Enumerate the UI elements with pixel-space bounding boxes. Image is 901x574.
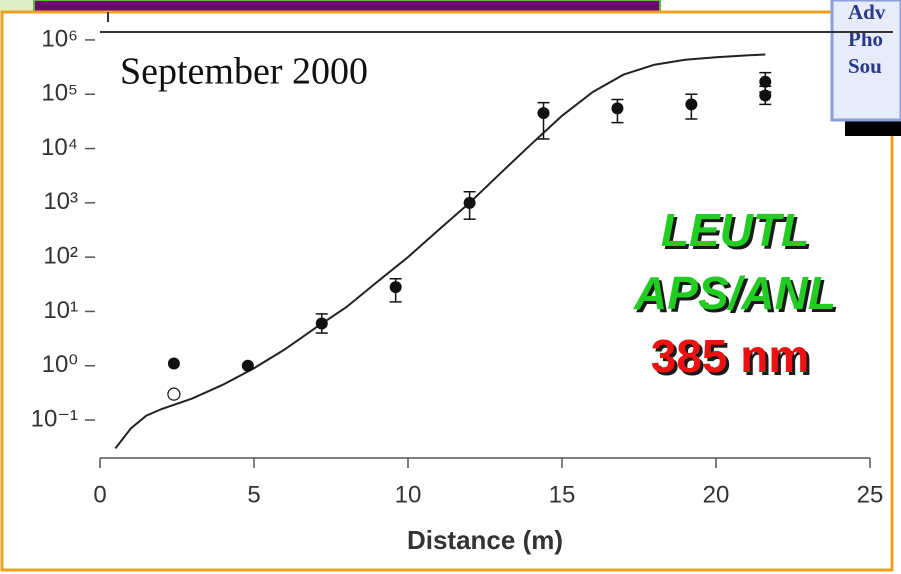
y-tick-label: 10³ <box>43 188 78 215</box>
data-point <box>389 281 402 294</box>
y-tick-label: 10⁻¹ <box>31 405 78 432</box>
data-point <box>167 357 180 370</box>
data-point <box>241 359 254 372</box>
y-tick-label: 10¹ <box>43 297 78 324</box>
wavelength-label: 385 nm <box>651 330 810 382</box>
label-shadow: APS/ANL <box>636 270 839 322</box>
lab-label: APS/ANL <box>633 267 836 319</box>
labels: LEUTL LEUTL APS/ANL APS/ANL 385 nm 385 n… <box>633 204 839 385</box>
title-bar <box>33 0 661 13</box>
data-point <box>759 89 772 102</box>
label-shadow: 385 nm <box>654 333 813 385</box>
x-tick-label: 20 <box>703 481 730 508</box>
y-tick-label: 10⁵ <box>41 80 78 107</box>
data-point <box>611 102 624 115</box>
open-point <box>167 387 181 401</box>
x-axis-title: Distance (m) <box>407 525 563 555</box>
data-point <box>315 317 328 330</box>
x-tick-label: 5 <box>247 481 260 508</box>
logo-shadow <box>845 118 901 136</box>
y-tick-label: 10² <box>43 242 78 269</box>
label-shadow: LEUTL <box>664 207 812 259</box>
x-tick-label: 15 <box>549 481 576 508</box>
facility-label: LEUTL <box>661 204 809 256</box>
data-point <box>759 75 772 88</box>
y-tick-label: 10⁶ <box>41 25 78 52</box>
x-tick-label: 10 <box>395 481 422 508</box>
model-curve <box>114 53 766 450</box>
data-point <box>537 107 550 120</box>
logo-line: Adv <box>848 0 886 24</box>
data-point <box>463 196 476 209</box>
y-tick-label: 10⁴ <box>41 134 78 161</box>
frame <box>0 10 894 572</box>
logo-line: Sou <box>848 54 882 78</box>
x-tick-label: 0 <box>93 481 106 508</box>
corner-strip <box>0 0 34 12</box>
data-point <box>685 98 698 111</box>
logo-line: Pho <box>848 27 883 51</box>
logo-box <box>830 0 901 122</box>
x-tick-label: 25 <box>857 481 884 508</box>
plot: 0 5 10 15 20 25 10⁻¹ 10⁰ 10¹ 10² 10³ 10⁴ 10⁵ 10⁶ <box>31 12 893 508</box>
logo: Adv Pho Sou <box>848 0 886 78</box>
y-tick-label: 10⁰ <box>42 351 78 378</box>
date-label: September 2000 <box>120 51 368 93</box>
